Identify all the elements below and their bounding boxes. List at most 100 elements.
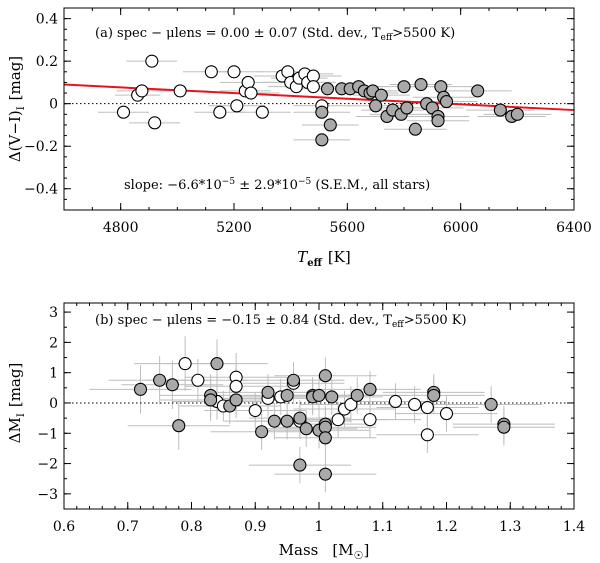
panel-b-filled-point-14 [286, 373, 301, 387]
panel-a-x-tick-label: 6000 [443, 220, 479, 236]
panel-b-open-point-1 [191, 373, 205, 387]
panel-b-x-tick-label: 0.7 [117, 519, 139, 535]
panel-b-open-point-17 [408, 397, 422, 412]
panel-a-open-point-6 [204, 65, 218, 79]
panel-b-filled-point-10 [261, 385, 275, 399]
panel-b-filled-point-6 [210, 357, 224, 371]
panel-b-y-tick-label: 1 [49, 366, 58, 382]
panel-a-filled-point-0 [315, 105, 329, 119]
panel-b-filled-point-26 [325, 390, 339, 404]
panel-b-x-tick-label: 1 [315, 519, 324, 535]
panel-a-open-point-2 [135, 84, 149, 98]
panel-b-filled-point-13 [280, 414, 294, 428]
panel-a-annotation: (a) spec − μlens = 0.00 ± 0.07 (Std. dev… [95, 26, 455, 43]
panel-a-filled-point-27 [493, 103, 507, 117]
panel-b-filled-point-30 [427, 388, 441, 402]
panel-a-filled-point-16 [400, 101, 414, 115]
panel-b-filled-point-3 [172, 419, 186, 433]
panel-a-x-tick-label: 6400 [556, 220, 592, 236]
panel-a-filled-point-18 [414, 77, 428, 92]
panel-a-filled-point-3 [323, 118, 337, 132]
panel-b: 0.6 0.7 0.8 0.9 1 1.1 1.2 1.3 1.4 −3 −2 −1 0 1 2 3 (b) … [6, 302, 585, 562]
panel-a-open-point-7 [213, 105, 227, 119]
panel-b-filled-point-2 [165, 378, 179, 392]
panel-a-filled-point-17 [408, 122, 422, 136]
panel-b-filled-point-17 [299, 422, 313, 436]
panel-b-open-point-16 [388, 394, 403, 409]
panel-a-open-point-8 [227, 65, 241, 79]
panel-b-filled-point-20 [312, 388, 326, 402]
panel-b-x-axis-label: Mass [M☉] [279, 541, 370, 562]
sun-symbol: ☉ [354, 549, 364, 562]
panel-a-filled-point-15 [397, 80, 411, 94]
panel-a-open-point-11 [241, 75, 255, 89]
panel-a-y-tick-label: 0.2 [36, 54, 58, 70]
panel-b-open-point-0 [178, 357, 192, 371]
panel-b-filled-point-9 [255, 425, 269, 439]
panel-b-y-tick-label: 2 [49, 335, 58, 351]
panel-b-filled-point-0 [133, 382, 148, 396]
panel-a-open-point-4 [148, 116, 162, 130]
panel-b-open-point-20 [439, 407, 454, 421]
panel-a-points [116, 54, 524, 147]
panel-b-x-tick-label: 1.3 [499, 519, 521, 535]
panel-b-filled-point-12 [280, 388, 294, 402]
panel-b-open-point-14 [344, 397, 358, 412]
panel-a-fit-layer [63, 83, 575, 112]
panel-a-x-tick-label: 4800 [103, 220, 139, 236]
panel-a-filled-point-1 [315, 133, 329, 147]
panel-b-x-tick-label: 1.1 [372, 519, 394, 535]
panel-b-filled-point-31 [484, 397, 498, 412]
panel-a-filled-point-23 [434, 80, 448, 94]
panel-b-filled-point-25 [318, 467, 332, 481]
panel-b-open-point-15 [363, 413, 377, 427]
panel-a-open-point-13 [255, 105, 269, 119]
panel-b-points [133, 357, 511, 481]
panel-b-y-axis-label: ΔMI[mag] [6, 363, 27, 444]
panel-a-y-tick-label: 0.4 [36, 12, 58, 28]
panel-b-filled-point-8 [229, 393, 243, 407]
panel-b-y-tick-label: −1 [37, 426, 58, 442]
panel-b-axes: 0.6 0.7 0.8 0.9 1 1.1 1.2 1.3 1.4 −3 −2 −1 0 1 2 3 [37, 302, 585, 535]
panel-b-x-tick-label: 1.4 [563, 519, 585, 535]
panel-b-filled-point-11 [267, 414, 281, 428]
panel-b-filled-point-15 [293, 411, 307, 425]
panel-b-y-tick-label: 0 [49, 396, 58, 412]
panel-a-open-point-0 [116, 105, 131, 119]
panel-a-x-tick-label: 5200 [216, 220, 252, 236]
panel-a-filled-point-22 [431, 114, 445, 128]
panel-b-x-tick-label: 0.9 [244, 519, 266, 535]
panel-a-x-axis-label: Teff [K] [297, 248, 351, 269]
panel-b-open-point-6 [248, 403, 262, 418]
panel-b-x-tick-label: 1.2 [435, 519, 457, 535]
panel-a-open-point-3 [145, 54, 159, 68]
panel-a-filled-point-11 [374, 88, 388, 102]
panel-a-y-axis-label: Δ(V−I)I[mag] [6, 56, 27, 162]
panel-b-filled-point-23 [318, 369, 332, 383]
panel-a-open-point-5 [173, 84, 187, 98]
panel-b-open-point-12 [331, 413, 345, 427]
panel-a-open-point-9 [230, 99, 244, 113]
panel-b-filled-point-28 [363, 382, 377, 396]
panel-a: 4800 5200 5600 6000 6400 −0.4 −0.2 0 0.2 0.4 (a) … [6, 7, 592, 269]
panel-b-y-tick-label: −3 [37, 487, 58, 503]
panel-a-y-tick-label: −0.2 [24, 139, 58, 155]
panel-a-filled-point-25 [439, 95, 454, 109]
panel-b-filled-point-33 [497, 420, 511, 434]
panel-a-open-point-12 [244, 86, 258, 100]
panel-a-y-tick-label: 0 [49, 97, 58, 113]
panel-a-axes: 4800 5200 5600 6000 6400 −0.4 −0.2 0 0.2 0.4 [24, 7, 592, 236]
panel-a-fit-line [63, 83, 575, 112]
panel-b-filled-point-1 [153, 373, 167, 387]
panel-b-x-tick-label: 0.8 [180, 519, 202, 535]
panel-a-filled-point-29 [510, 107, 524, 121]
panel-b-filled-point-16 [293, 458, 307, 472]
panel-a-filled-point-2 [320, 82, 335, 96]
panel-b-open-point-18 [420, 428, 434, 442]
panel-a-filled-point-26 [471, 84, 485, 98]
panel-b-annotation: (b) spec − μlens = −0.15 ± 0.84 (Std. de… [95, 313, 467, 330]
panel-a-y-tick-label: −0.4 [24, 182, 58, 198]
panel-a-x-tick-label: 5600 [330, 220, 366, 236]
panel-b-y-tick-label: 3 [49, 305, 58, 321]
